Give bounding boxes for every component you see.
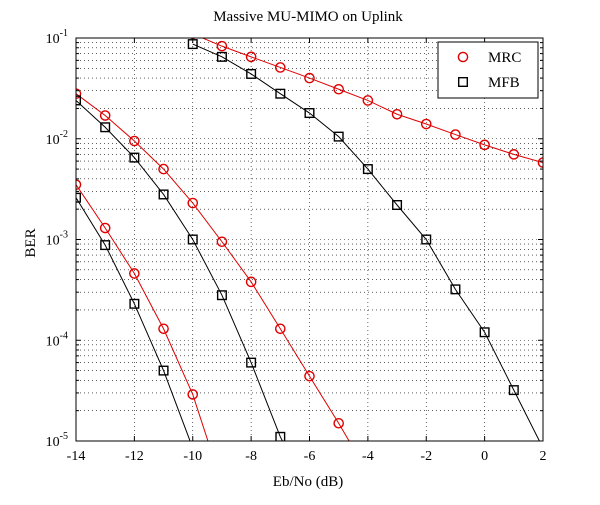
- data-point-mfb: [362, 164, 373, 175]
- data-point-mfb: [479, 327, 490, 338]
- data-point-mrc: [333, 417, 344, 429]
- data-point-mfb: [100, 122, 111, 133]
- axes-frame: [75, 37, 544, 442]
- data-point-mfb: [246, 357, 257, 368]
- data-point-mrc: [450, 129, 461, 140]
- legend-box: [437, 41, 539, 99]
- data-point-mfb: [275, 431, 286, 441]
- series-mfb-3: [76, 95, 286, 441]
- x-tick-label: -14: [67, 449, 86, 464]
- data-point-mrc: [129, 135, 140, 147]
- data-point-mrc: [304, 72, 315, 84]
- data-point-mrc: [420, 118, 432, 130]
- y-tick-label: 10-2: [46, 129, 68, 148]
- y-tick-label: 10-1: [46, 28, 68, 47]
- series-mrc-2: [76, 88, 350, 441]
- data-point-mfb: [246, 68, 257, 79]
- data-point-mrc: [129, 268, 140, 279]
- x-tick-label: -8: [245, 449, 257, 464]
- x-tick-label: 2: [540, 449, 547, 464]
- data-point-mrc: [275, 323, 286, 335]
- series-mrc-0: [189, 38, 543, 168]
- x-tick-label: -10: [183, 449, 202, 464]
- data-point-mfb: [100, 240, 111, 251]
- x-tick-label: -12: [125, 449, 144, 464]
- data-point-mrc: [189, 38, 196, 40]
- data-point-mrc: [158, 163, 169, 175]
- legend-label: MFB: [488, 75, 520, 91]
- series-mfb-1: [187, 39, 540, 441]
- series-layer: [76, 38, 543, 441]
- data-point-mfb: [392, 200, 403, 211]
- x-tick-label: -6: [304, 449, 316, 464]
- data-point-mfb: [333, 131, 344, 142]
- series-mfb-5: [76, 192, 191, 441]
- data-point-mrc: [362, 95, 374, 106]
- data-point-mfb: [158, 365, 169, 376]
- series-line: [76, 197, 191, 441]
- chart-title: Massive MU-MIMO on Uplink: [213, 9, 403, 25]
- x-tick-label: -4: [362, 449, 374, 464]
- data-point-mfb: [304, 108, 315, 119]
- data-point-mfb: [187, 234, 198, 245]
- data-point-mfb: [129, 298, 140, 309]
- tick-labels: -14 -12 -10 -8 -6 -4 -2 0 2 10-5 10-4 10-3 10-2 10-1: [46, 28, 547, 464]
- series-line: [76, 93, 350, 441]
- data-point-mrc: [245, 51, 257, 63]
- data-point-mrc: [304, 370, 315, 382]
- x-tick-label: 0: [481, 449, 488, 464]
- series-line: [76, 184, 209, 441]
- data-point-mrc: [391, 108, 403, 120]
- data-point-mfb: [129, 152, 140, 163]
- legend-label: MRC: [488, 50, 521, 66]
- data-point-mrc: [245, 276, 257, 288]
- plot-frame: [75, 37, 544, 442]
- data-point-mfb: [216, 290, 227, 301]
- legend-marker-mfb: [458, 76, 469, 87]
- legend: MRC MFB: [437, 41, 539, 99]
- data-point-mrc: [333, 83, 344, 95]
- data-point-mrc: [158, 323, 169, 335]
- series-line: [76, 100, 284, 441]
- data-point-mfb: [275, 88, 286, 99]
- y-tick-label: 10-4: [46, 330, 68, 349]
- data-point-mfb: [508, 385, 519, 396]
- data-point-mrc: [537, 157, 543, 168]
- data-point-mfb: [421, 234, 432, 245]
- data-point-mfb: [158, 189, 169, 200]
- data-point-mrc: [479, 139, 490, 151]
- x-tick-label: -2: [420, 449, 432, 464]
- data-point-mrc: [187, 389, 199, 400]
- data-point-mrc: [216, 40, 228, 52]
- data-point-mfb: [450, 284, 461, 295]
- data-point-mrc: [216, 236, 228, 248]
- y-tick-label: 10-3: [46, 230, 68, 249]
- series-line: [192, 43, 540, 441]
- series-mrc-4: [76, 179, 209, 441]
- data-point-mfb: [76, 192, 81, 203]
- x-axis-label: Eb/No (dB): [273, 474, 343, 490]
- data-point-mrc: [99, 222, 111, 234]
- data-point-mrc: [99, 110, 111, 121]
- series-line: [201, 38, 543, 164]
- data-point-mfb: [76, 95, 81, 106]
- data-point-mrc: [275, 62, 286, 73]
- legend-marker-mrc: [457, 51, 469, 63]
- data-point-mrc: [187, 197, 199, 209]
- data-point-mfb: [216, 51, 227, 62]
- y-tick-label: 10-5: [46, 431, 68, 450]
- data-point-mrc: [508, 149, 520, 160]
- y-axis-label: BER: [23, 228, 39, 257]
